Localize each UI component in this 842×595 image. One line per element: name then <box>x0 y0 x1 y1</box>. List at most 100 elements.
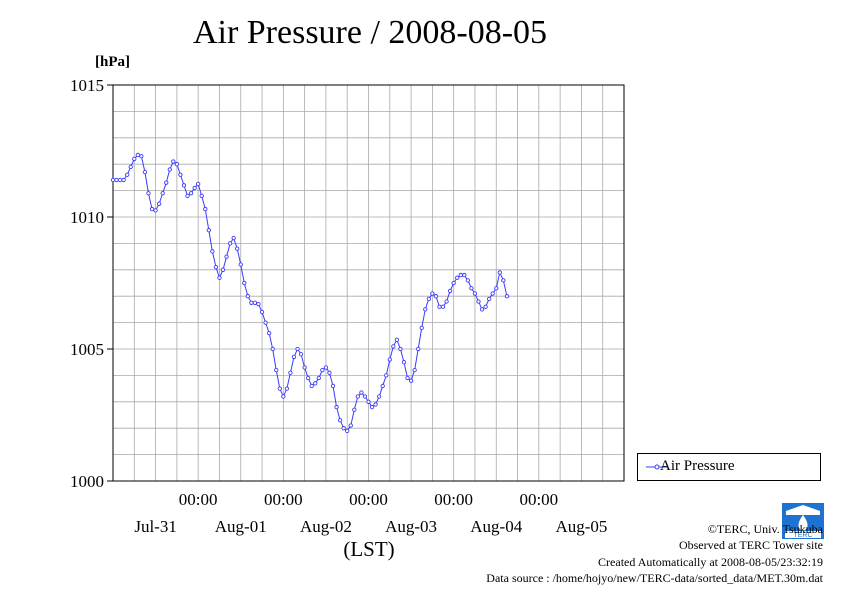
data-point <box>217 275 222 280</box>
data-point <box>490 291 495 296</box>
data-point <box>337 418 343 423</box>
x-date-label: Aug-01 <box>215 517 267 536</box>
y-tick-label: 1005 <box>70 340 104 359</box>
data-point <box>249 300 254 305</box>
data-point <box>440 304 446 309</box>
data-point <box>149 206 155 212</box>
data-point <box>416 346 421 352</box>
data-point <box>355 394 361 399</box>
legend: Air Pressure <box>637 453 821 481</box>
legend-line-marker-icon <box>646 464 668 470</box>
data-point <box>220 267 226 272</box>
credit-observed: Observed at TERC Tower site <box>678 538 823 552</box>
data-point <box>235 246 240 251</box>
data-point <box>298 352 304 357</box>
data-point <box>164 180 169 185</box>
data-point <box>174 162 180 167</box>
data-point <box>213 265 219 270</box>
data-point <box>181 183 187 188</box>
y-tick-label: 1000 <box>70 472 104 491</box>
data-point <box>252 300 258 305</box>
data-point <box>132 156 137 162</box>
data-point <box>256 301 261 307</box>
x-tick-label-time: 00:00 <box>264 490 303 509</box>
data-point <box>447 288 453 294</box>
data-point <box>156 201 162 206</box>
data-point <box>306 375 311 381</box>
data-point <box>295 346 300 352</box>
data-point <box>352 407 357 412</box>
x-axis-label: (LST) <box>343 537 394 561</box>
data-point <box>142 169 148 175</box>
data-point <box>146 191 151 196</box>
x-date-label: Jul-31 <box>134 517 177 536</box>
data-point <box>483 304 488 309</box>
data-point <box>384 373 389 378</box>
data-point <box>206 228 211 233</box>
data-point <box>125 172 130 177</box>
data-point <box>110 177 116 183</box>
data-point <box>284 386 290 391</box>
data-point <box>430 291 435 296</box>
data-point <box>476 299 481 304</box>
data-point <box>171 159 176 164</box>
y-axis-unit-label: [hPa] <box>95 54 130 70</box>
terc-logo-icon: TERC <box>782 503 824 539</box>
data-point <box>135 152 140 158</box>
data-point <box>139 154 144 159</box>
series-line <box>113 154 508 432</box>
data-point <box>469 286 474 291</box>
data-point <box>203 206 208 212</box>
data-point <box>188 191 194 196</box>
data-point <box>369 404 375 410</box>
data-point <box>345 428 350 433</box>
data-point <box>341 426 346 431</box>
data-point <box>405 375 410 381</box>
data-point <box>128 164 133 169</box>
data-point <box>380 383 385 389</box>
data-point <box>153 208 158 213</box>
data-point <box>348 423 353 428</box>
x-tick-label-time: 00:00 <box>349 490 388 509</box>
data-point <box>210 249 215 254</box>
data-point <box>458 272 463 278</box>
data-point <box>465 278 471 283</box>
chart-title: Air Pressure / 2008-08-05 <box>192 14 548 51</box>
data-point <box>291 354 297 360</box>
data-point <box>426 296 431 301</box>
data-point <box>309 383 314 389</box>
data-point <box>263 320 268 325</box>
data-point <box>231 235 236 241</box>
data-point <box>366 399 371 404</box>
data-point <box>178 172 183 177</box>
data-point <box>419 325 424 331</box>
data-point <box>398 346 403 352</box>
data-point <box>462 272 467 278</box>
data-point <box>277 386 282 391</box>
x-tick-label-time: 00:00 <box>179 490 218 509</box>
data-point <box>373 402 378 407</box>
data-point <box>288 370 293 375</box>
x-date-label: Aug-03 <box>385 517 437 536</box>
x-tick-label-time: 00:00 <box>519 490 558 509</box>
data-point <box>376 394 382 399</box>
data-point <box>270 346 275 352</box>
credit-source: Data source : /home/hojyo/new/TERC-data/… <box>486 571 823 585</box>
data-point <box>501 278 506 283</box>
data-point <box>330 383 336 389</box>
data-point <box>281 394 286 399</box>
data-point <box>391 344 396 349</box>
data-point <box>199 193 204 199</box>
data-point <box>327 370 332 375</box>
data-point <box>408 378 414 383</box>
data-point <box>494 286 499 291</box>
credit-created: Created Automatically at 2008-08-05/23:3… <box>598 555 823 569</box>
plot-frame <box>112 84 625 482</box>
data-point <box>359 390 364 395</box>
legend-label: Air Pressure <box>660 458 735 474</box>
data-point <box>117 177 123 183</box>
data-point <box>412 367 417 373</box>
data-point <box>302 365 307 370</box>
x-date-label: Aug-02 <box>300 517 352 536</box>
data-point <box>167 167 172 172</box>
